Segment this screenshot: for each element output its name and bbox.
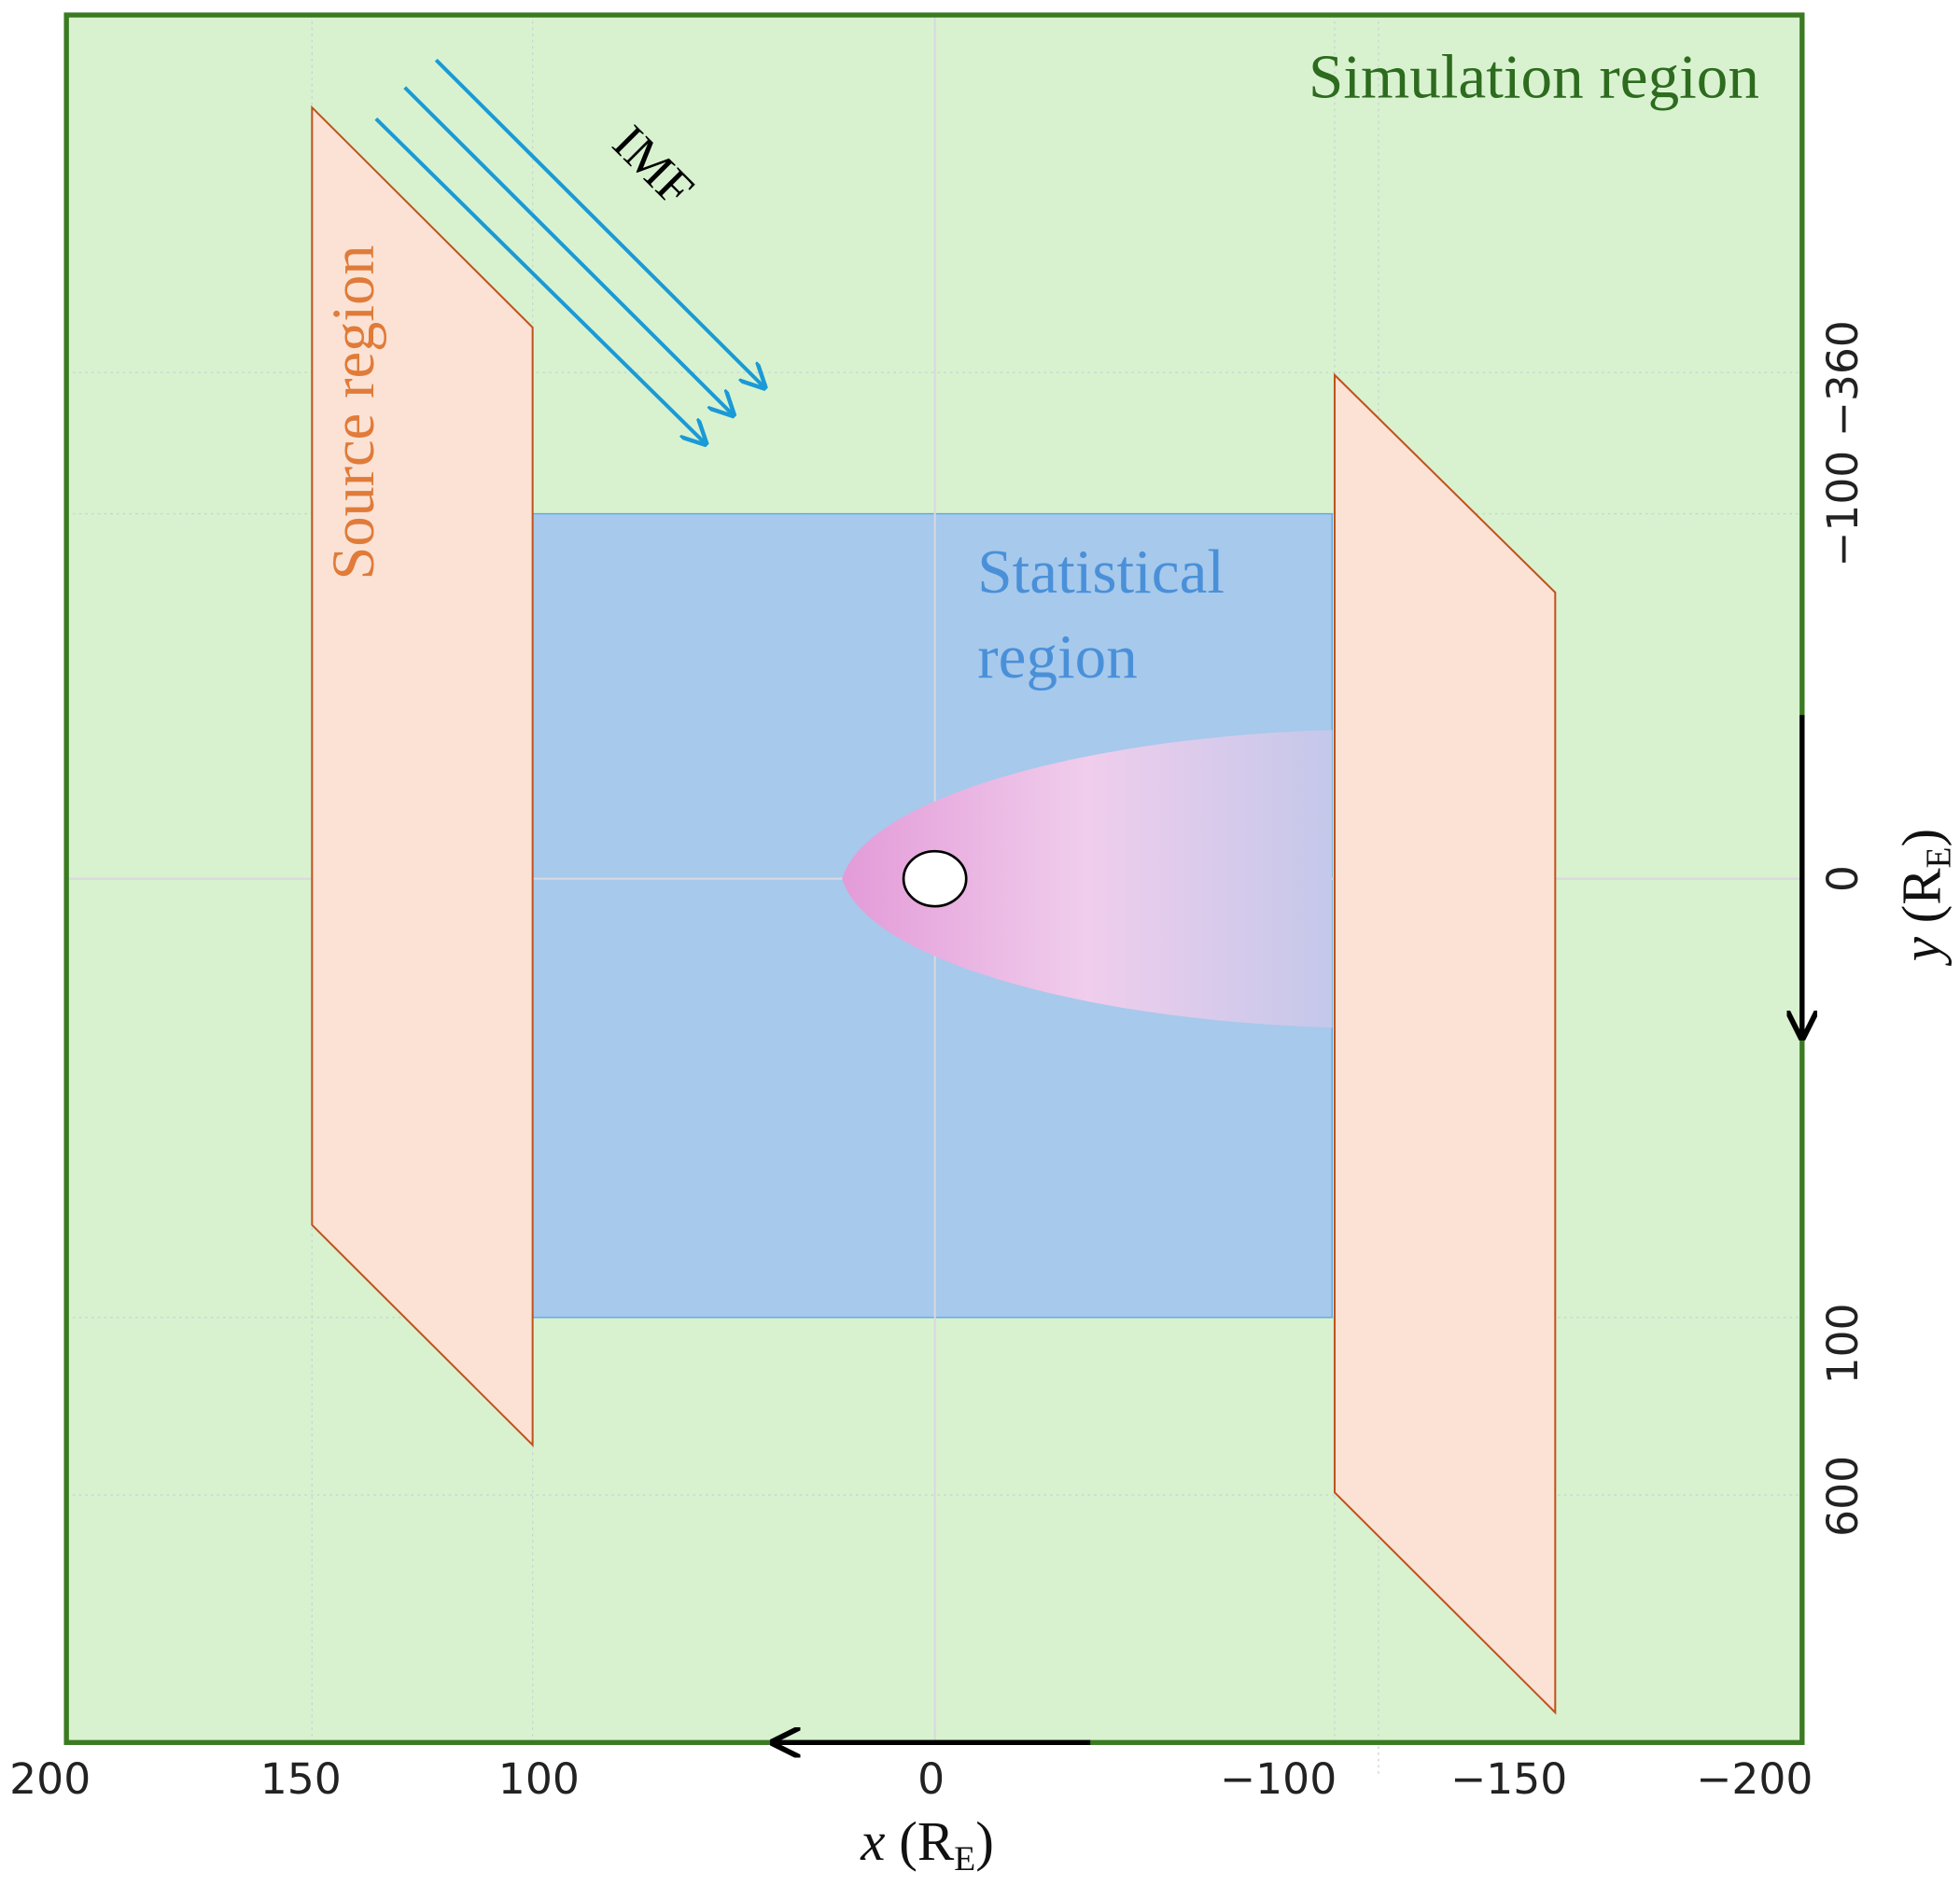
x-tick-label: −200 (1696, 1754, 1813, 1804)
source-label: Source region (320, 245, 386, 580)
x-axis-label: x (RE) (860, 1810, 994, 1878)
axis-unit: ) (975, 1810, 994, 1872)
y-tick-label: 600 (1818, 1456, 1868, 1537)
source-region-right (1333, 372, 1557, 1715)
x-tick-label: 150 (260, 1754, 342, 1804)
axis-unit-sub: E (1920, 847, 1958, 869)
axis-unit: ) (1890, 829, 1952, 847)
axis-unit-sub: E (954, 1840, 975, 1878)
x-tick-label: 200 (9, 1754, 91, 1804)
x-tick-label: −100 (1220, 1754, 1337, 1804)
x-ticks: 200 150 100 0 −100 −150 −200 (9, 1754, 1813, 1804)
y-tick-label: −100 −360 (1818, 320, 1868, 567)
y-axis-label: y (RE) (1890, 829, 1958, 966)
axis-variable: x (860, 1810, 885, 1872)
x-tick-label: 0 (917, 1754, 945, 1804)
axis-unit: (R (1890, 868, 1952, 924)
statistical-label: Statistical (977, 537, 1225, 607)
imf-arrow (434, 58, 764, 387)
imf-arrow (403, 86, 734, 415)
statistical-label: region (977, 621, 1138, 691)
y-ticks: −100 −360 0 100 600 (1818, 320, 1868, 1537)
x-tick-label: −150 (1450, 1754, 1567, 1804)
imf-arrows (374, 58, 764, 443)
earth (902, 849, 968, 908)
axis-variable: y (1890, 936, 1952, 966)
axis-unit: (R (899, 1810, 955, 1872)
title: Simulation region (1309, 42, 1759, 112)
y-tick-label: 100 (1818, 1304, 1868, 1385)
x-tick-label: 100 (498, 1754, 580, 1804)
imf-arrow (374, 117, 706, 443)
y-tick-label: 0 (1818, 865, 1868, 892)
source-region-left (311, 105, 534, 1447)
magnetotail (842, 730, 1333, 1028)
